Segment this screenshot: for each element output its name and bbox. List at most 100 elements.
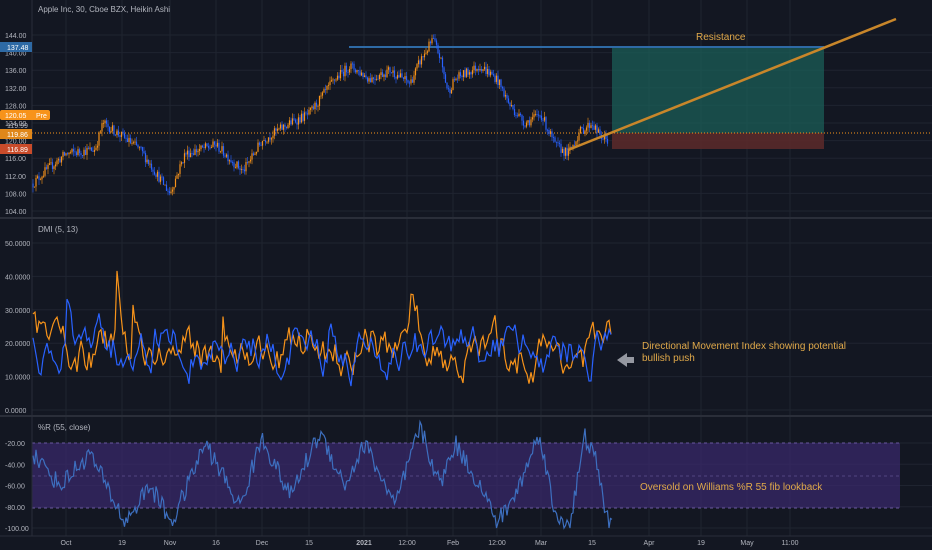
candle-body bbox=[281, 124, 283, 130]
candle-body bbox=[113, 125, 115, 135]
candle-body bbox=[288, 120, 291, 125]
candle-body bbox=[398, 75, 400, 78]
candle-body bbox=[437, 44, 439, 54]
price-tick-label: 112.00 bbox=[5, 174, 26, 181]
candle-body bbox=[522, 120, 525, 126]
candle-body bbox=[63, 152, 66, 156]
candle-body bbox=[75, 152, 78, 156]
candle-body bbox=[429, 41, 432, 44]
candle-body bbox=[483, 66, 486, 70]
candle-body bbox=[120, 131, 123, 137]
candle-body bbox=[566, 147, 568, 156]
candle-body bbox=[183, 153, 186, 163]
price-pane[interactable]: Resistance bbox=[32, 17, 932, 196]
candle-body bbox=[291, 118, 294, 125]
candle-body bbox=[122, 131, 124, 134]
candle-body bbox=[462, 70, 465, 78]
candle-body bbox=[434, 38, 436, 41]
candle-body bbox=[375, 78, 378, 80]
candle-body bbox=[510, 105, 513, 107]
candle-body bbox=[308, 109, 310, 115]
candle-body bbox=[495, 75, 498, 82]
candle-body bbox=[321, 92, 324, 96]
candle-body bbox=[449, 88, 451, 94]
candle-body bbox=[378, 75, 381, 80]
wr-axis[interactable]: -20.00 -40.00 -60.00 -80.00 -100.00 bbox=[5, 441, 29, 533]
candle-body bbox=[423, 53, 426, 58]
candle-body bbox=[80, 153, 82, 156]
candle-body bbox=[590, 125, 592, 128]
candle-body bbox=[404, 76, 406, 79]
candle-body bbox=[428, 41, 430, 52]
candle-body bbox=[432, 38, 435, 40]
candle-body bbox=[287, 124, 289, 129]
candle-body bbox=[212, 141, 214, 147]
candle-body bbox=[455, 78, 457, 81]
candle-body bbox=[192, 153, 195, 155]
candle-body bbox=[504, 95, 507, 97]
wr-tick-label: -20.00 bbox=[5, 441, 25, 448]
candle-body bbox=[360, 72, 363, 76]
wr-annotation: Oversold on Williams %R 55 fib lookback bbox=[640, 482, 823, 493]
candle-body bbox=[498, 79, 501, 85]
candle-body bbox=[314, 102, 316, 110]
candle-body bbox=[431, 38, 433, 44]
candle-body bbox=[261, 140, 264, 146]
candle-body bbox=[578, 133, 580, 141]
candle-body bbox=[344, 65, 346, 77]
candle-body bbox=[456, 78, 459, 80]
candle-body bbox=[290, 120, 292, 125]
candle-body bbox=[222, 146, 225, 156]
candle-body bbox=[443, 67, 445, 75]
candle-body bbox=[464, 70, 466, 77]
candle-body bbox=[492, 74, 495, 76]
candle-body bbox=[345, 65, 348, 73]
candle-body bbox=[509, 102, 511, 107]
candle-body bbox=[501, 87, 504, 89]
candle-body bbox=[77, 149, 79, 156]
candle-body bbox=[54, 164, 57, 167]
candle-body bbox=[318, 95, 321, 106]
price-axis[interactable]: 144.00140.00136.00132.00128.00124.00120.… bbox=[5, 33, 27, 216]
candle-body bbox=[159, 176, 162, 182]
wr-title: %R (55, close) bbox=[38, 423, 91, 432]
candle-body bbox=[438, 53, 441, 58]
candle-body bbox=[500, 79, 502, 88]
candle-body bbox=[84, 149, 87, 155]
candle-body bbox=[177, 173, 180, 176]
pre-label: Pre bbox=[36, 113, 47, 120]
williams-r-pane[interactable]: %R (55, close) Oversold on Williams %R 5… bbox=[32, 419, 900, 530]
candle-body bbox=[272, 135, 274, 139]
candle-body bbox=[233, 162, 235, 168]
candle-body bbox=[167, 190, 169, 192]
candle-body bbox=[158, 171, 160, 182]
candle-body bbox=[252, 153, 255, 155]
candle-body bbox=[317, 105, 319, 107]
candle-body bbox=[81, 155, 84, 156]
candle-body bbox=[98, 132, 100, 146]
candle-body bbox=[357, 70, 360, 71]
candle-body bbox=[369, 78, 372, 83]
candle-body bbox=[363, 75, 366, 77]
time-axis[interactable]: Oct 19 Nov 16 Dec 15 2021 12:00 Feb 12:00 Mar 15 Apr… bbox=[61, 540, 799, 547]
candle-body bbox=[50, 162, 52, 164]
dmi-axis[interactable]: 50.0000 40.0000 30.0000 20.0000 10.0000 0.000… bbox=[5, 241, 30, 415]
candle-body bbox=[141, 147, 144, 152]
candle-body bbox=[582, 128, 585, 134]
candle-body bbox=[338, 75, 340, 79]
candle-body bbox=[248, 161, 250, 163]
candle-body bbox=[425, 52, 427, 54]
stop-zone bbox=[612, 133, 824, 149]
candle-body bbox=[558, 143, 561, 144]
time-tick-label: 15 bbox=[305, 540, 313, 547]
dmi-tick-label: 10.0000 bbox=[5, 375, 30, 382]
candle-body bbox=[368, 78, 370, 82]
candle-body bbox=[144, 153, 147, 163]
candle-body bbox=[473, 65, 475, 71]
dmi-pane[interactable]: DMI (5, 13) Directional Movement Index s… bbox=[32, 225, 846, 387]
candle-body bbox=[551, 131, 553, 138]
trend-line[interactable] bbox=[567, 17, 897, 152]
chart-title[interactable]: Apple Inc, 30, Cboe BZX, Heikin Ashi bbox=[38, 5, 170, 14]
candle-body bbox=[270, 138, 273, 140]
